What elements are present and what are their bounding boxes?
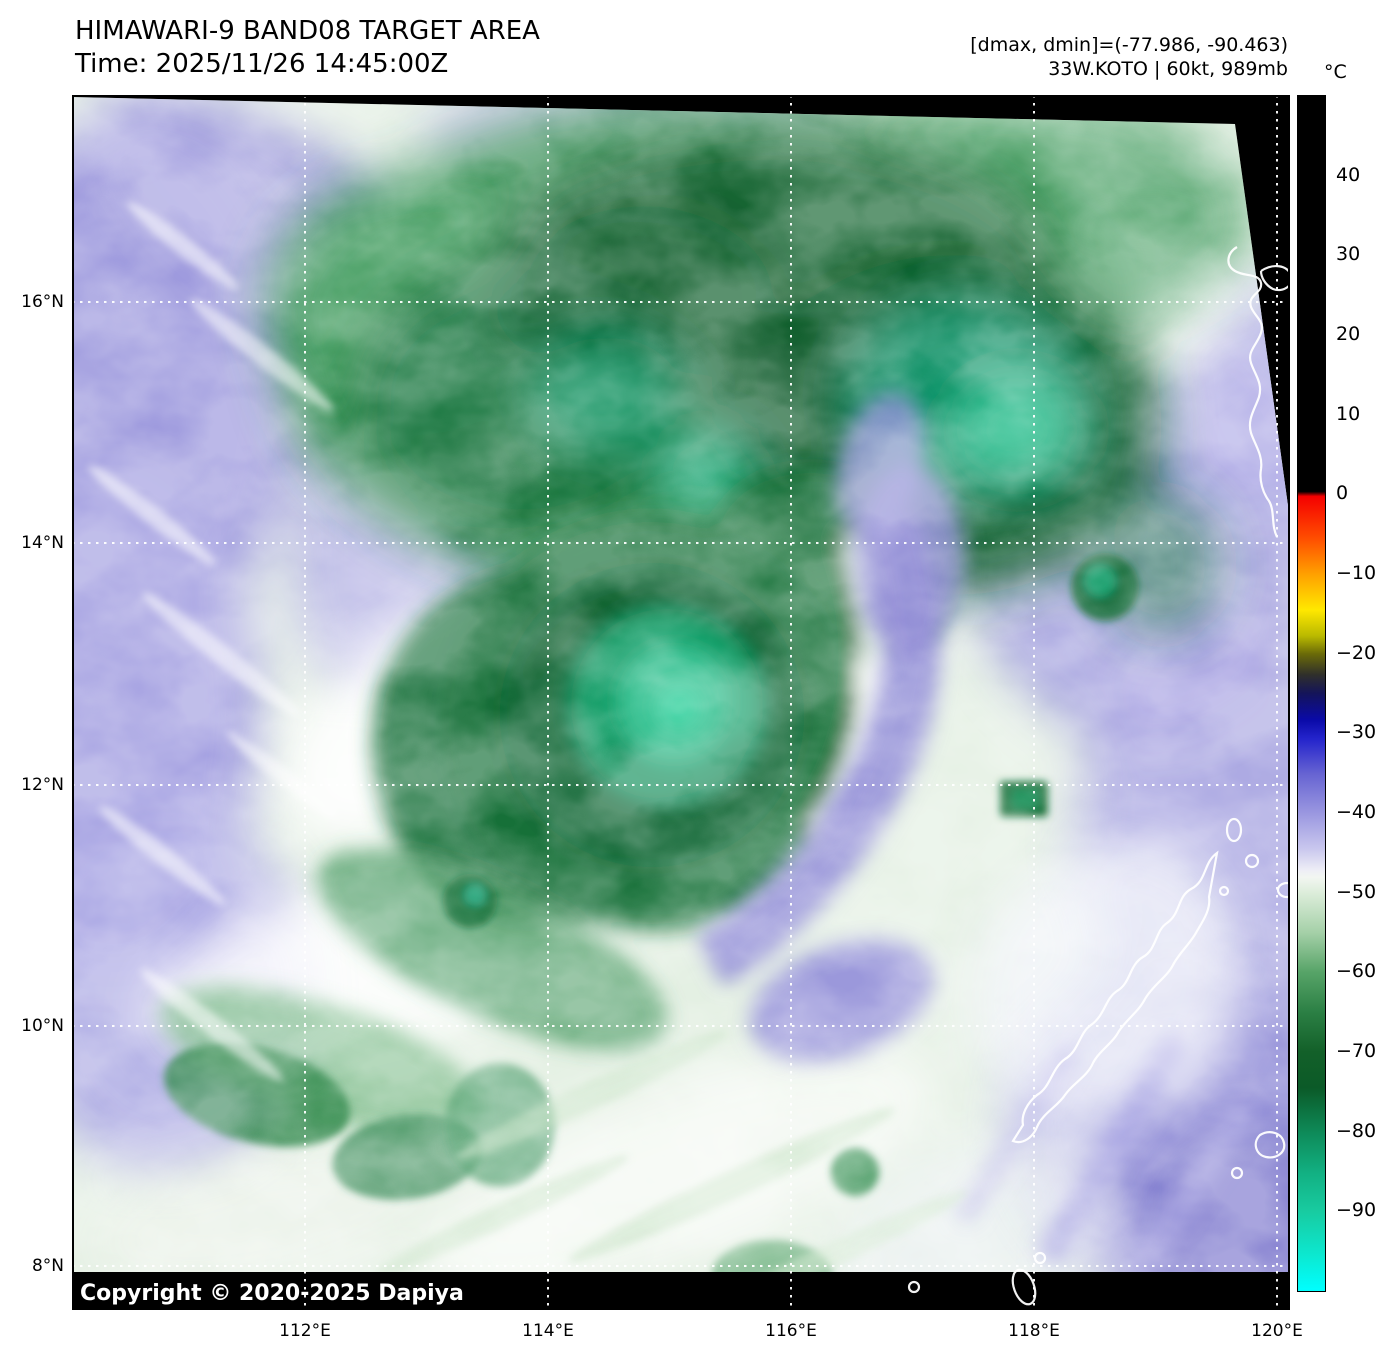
lon-tick-label: 112°E xyxy=(279,1321,331,1341)
colorbar-tick-label: −60 xyxy=(1336,960,1377,982)
satellite-map: Copyright © 2020-2025 Dapiya xyxy=(72,95,1290,1310)
colorbar-tick-label: −40 xyxy=(1336,801,1377,823)
satellite-image xyxy=(72,97,1290,1310)
coastline-balabac xyxy=(1011,1268,1037,1306)
lon-tick-label: 120°E xyxy=(1251,1321,1303,1341)
colorbar-tick-label: −90 xyxy=(1336,1199,1377,1221)
coastlines xyxy=(907,246,1290,1306)
colorbar-tick-label: 0 xyxy=(1336,482,1349,504)
colorbar-tick-label: −20 xyxy=(1336,642,1377,664)
coastline-luzon xyxy=(1227,246,1279,538)
storm-info-annotation: 33W.KOTO | 60kt, 989mb xyxy=(1048,58,1288,80)
figure-timestamp: Time: 2025/11/26 14:45:00Z xyxy=(75,49,449,79)
lat-tick-label: 10°N xyxy=(21,1016,64,1036)
lat-tick-label: 8°N xyxy=(31,1256,64,1276)
colorbar-tick-label: 30 xyxy=(1336,243,1361,265)
grid-lines xyxy=(72,95,1290,1310)
colorbar-unit-label: °C xyxy=(1324,61,1347,83)
temperature-colorbar xyxy=(1297,95,1326,1292)
coastline-island xyxy=(1225,817,1243,843)
coastline-palawan xyxy=(1011,850,1219,1144)
lat-tick-label: 12°N xyxy=(21,775,64,795)
coastline-island xyxy=(1230,1166,1244,1180)
colorbar-tick-label: 40 xyxy=(1336,164,1361,186)
coastline-luzon-gulf xyxy=(1259,265,1290,292)
lat-tick-label: 14°N xyxy=(21,533,64,553)
colorbar-tick-label: −80 xyxy=(1336,1120,1377,1142)
coastline-island xyxy=(1218,885,1230,897)
copyright-band xyxy=(72,1272,1290,1310)
colorbar-tick-label: 10 xyxy=(1336,403,1361,425)
map-frame xyxy=(72,95,1290,1310)
coastline-island xyxy=(1276,881,1290,899)
coastline-island-se xyxy=(1254,1131,1286,1159)
cloud-texture xyxy=(72,97,1290,1310)
figure-title: HIMAWARI-9 BAND08 TARGET AREA xyxy=(75,16,540,46)
colorbar-tick-label: −10 xyxy=(1336,562,1377,584)
copyright-text: Copyright © 2020-2025 Dapiya xyxy=(80,1281,464,1306)
colorbar-tick-label: 20 xyxy=(1336,323,1361,345)
lon-tick-label: 118°E xyxy=(1008,1321,1060,1341)
dmax-dmin-annotation: [dmax, dmin]=(-77.986, -90.463) xyxy=(970,34,1288,56)
colorbar-tick-label: −30 xyxy=(1336,721,1377,743)
lat-tick-label: 16°N xyxy=(21,292,64,312)
lon-tick-label: 114°E xyxy=(522,1321,574,1341)
coastline-island xyxy=(907,1280,921,1294)
lon-tick-label: 116°E xyxy=(765,1321,817,1341)
colorbar-tick-label: −70 xyxy=(1336,1040,1377,1062)
coastline-island xyxy=(1244,853,1260,869)
coastline-island xyxy=(1033,1251,1047,1265)
colorbar-tick-label: −50 xyxy=(1336,881,1377,903)
